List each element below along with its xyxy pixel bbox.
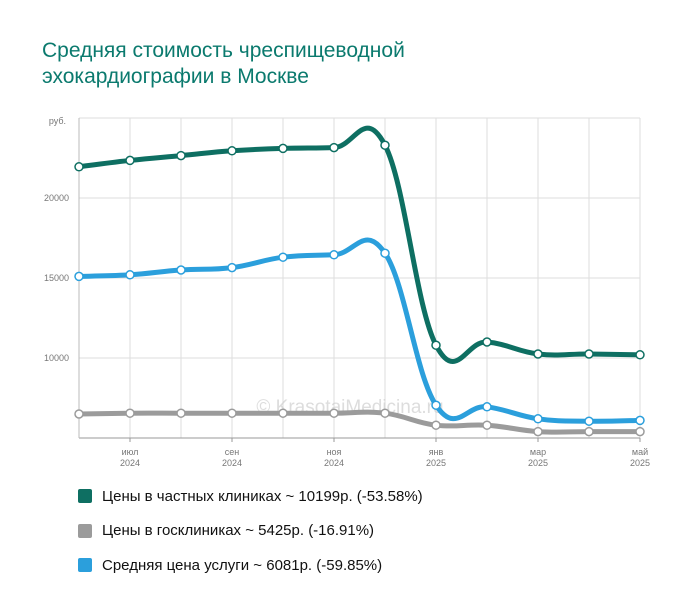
legend-item-private: Цены в частных клиниках ~ 10199р. (-53.5… [78, 485, 423, 507]
data-point-private[interactable] [533, 349, 543, 359]
data-point-private[interactable] [227, 146, 237, 156]
data-point-private[interactable] [176, 150, 186, 161]
data-point-private[interactable] [125, 155, 135, 166]
y-tick-label: 10000 [44, 353, 69, 363]
series-lines [76, 125, 643, 435]
data-point-average[interactable] [635, 415, 645, 426]
x-tick-label-month: сен [225, 447, 240, 457]
legend-swatch-public [78, 523, 92, 538]
legend-item-public: Цены в госклиниках ~ 5425р. (-16.91%) [78, 520, 423, 542]
x-tick-label-year: 2025 [426, 458, 446, 468]
data-point-public[interactable] [329, 408, 339, 418]
y-tick-label: 20000 [44, 193, 69, 203]
data-point-private[interactable] [380, 140, 390, 150]
data-point-average[interactable] [176, 265, 186, 275]
x-tick-label-month: янв [429, 447, 444, 457]
legend-label-public: Цены в госклиниках ~ 5425р. (-16.91%) [102, 522, 375, 539]
x-tick-label-month: июл [122, 447, 139, 457]
data-point-private[interactable] [278, 143, 288, 154]
series-line-average [76, 237, 643, 424]
legend-swatch-average [78, 558, 92, 572]
data-point-private[interactable] [431, 340, 441, 350]
x-tick-label-year: 2024 [324, 458, 344, 468]
data-point-average[interactable] [74, 271, 84, 282]
data-point-public[interactable] [533, 426, 543, 437]
legend-label-average: Средняя цена услуги ~ 6081р. (-59.85%) [102, 556, 383, 574]
data-point-private[interactable] [635, 350, 645, 360]
legend: Цены в частных клиниках ~ 10199р. (-53.5… [78, 485, 423, 589]
x-tick-label-year: 2025 [630, 458, 650, 468]
data-point-average[interactable] [125, 270, 135, 280]
data-point-average[interactable] [482, 402, 492, 412]
data-point-average[interactable] [227, 262, 237, 273]
y-axis: руб. 10000 15000 20000 [44, 116, 69, 363]
data-point-average[interactable] [584, 416, 594, 426]
data-point-private[interactable] [584, 349, 594, 359]
data-point-public[interactable] [635, 426, 645, 437]
data-point-public[interactable] [125, 408, 135, 418]
x-axis: июл2024сен2024ноя2024янв2025мар2025май20… [120, 438, 650, 468]
legend-label-private: Цены в частных клиниках ~ 10199р. (-53.5… [102, 487, 423, 505]
data-point-private[interactable] [482, 337, 492, 347]
x-tick-label-month: май [632, 447, 648, 457]
data-point-average[interactable] [533, 414, 543, 424]
x-tick-label-year: 2025 [528, 458, 548, 468]
y-tick-label: 15000 [44, 273, 69, 283]
data-point-average[interactable] [380, 248, 390, 258]
data-point-public[interactable] [278, 408, 288, 418]
data-point-public[interactable] [176, 408, 186, 418]
data-point-public[interactable] [380, 408, 390, 418]
chart-title: Средняя стоимость чреспищеводной эхокард… [42, 39, 405, 88]
data-point-average[interactable] [329, 250, 339, 260]
data-point-average[interactable] [278, 252, 288, 262]
data-point-public[interactable] [482, 420, 492, 430]
data-point-public[interactable] [584, 426, 594, 437]
x-tick-label-year: 2024 [222, 458, 242, 468]
data-point-public[interactable] [74, 409, 84, 419]
data-point-public[interactable] [227, 408, 237, 418]
data-point-public[interactable] [431, 420, 441, 430]
y-axis-unit-label: руб. [49, 116, 66, 126]
data-point-average[interactable] [431, 400, 441, 410]
grid-lines [78, 117, 641, 439]
legend-swatch-private [78, 489, 92, 503]
x-tick-label-month: ноя [327, 447, 342, 457]
data-point-private[interactable] [329, 142, 339, 153]
legend-item-average: Средняя цена услуги ~ 6081р. (-59.85%) [78, 554, 423, 576]
x-tick-label-month: мар [530, 447, 546, 457]
data-points [74, 140, 645, 437]
x-tick-label-year: 2024 [120, 458, 140, 468]
data-point-private[interactable] [74, 162, 84, 172]
series-line-public [76, 409, 643, 435]
